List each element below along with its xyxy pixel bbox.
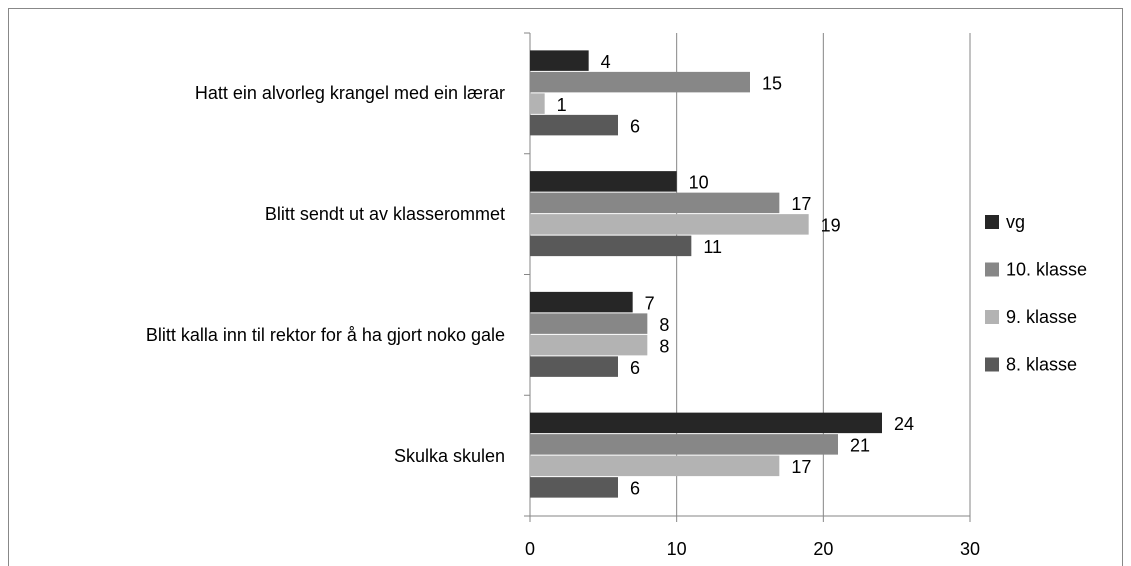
legend-swatch xyxy=(985,310,999,324)
data-label: 6 xyxy=(630,479,640,499)
bar xyxy=(530,434,838,455)
data-label: 7 xyxy=(645,293,655,313)
bar xyxy=(530,356,618,377)
data-label: 10 xyxy=(689,173,709,193)
data-label: 24 xyxy=(894,414,914,434)
category-label-box: Hatt ein alvorleg krangel med ein lærar xyxy=(5,81,505,105)
legend-label: 9. klasse xyxy=(1006,307,1077,327)
data-label: 17 xyxy=(791,194,811,214)
bar xyxy=(530,334,648,356)
legend-label: 8. klasse xyxy=(1006,354,1077,374)
data-label: 6 xyxy=(630,358,640,378)
bar xyxy=(530,412,882,434)
y-tick-label: Blitt sendt ut av klasserommet xyxy=(264,204,505,225)
data-label: 4 xyxy=(601,52,611,72)
bar xyxy=(530,93,545,114)
bar xyxy=(530,114,618,136)
bar xyxy=(530,50,589,71)
legend-swatch xyxy=(985,357,999,372)
data-label: 19 xyxy=(821,216,841,236)
x-tick-label: 20 xyxy=(813,539,833,559)
bar xyxy=(530,171,677,192)
y-tick-label: Blitt kalla inn til rektor for å ha gjor… xyxy=(145,324,505,345)
data-label: 6 xyxy=(630,116,640,136)
legend-swatch xyxy=(985,215,999,229)
data-label: 11 xyxy=(703,237,722,257)
data-label: 8 xyxy=(659,315,669,335)
bar xyxy=(530,214,809,235)
x-tick-label: 10 xyxy=(667,539,687,559)
data-label: 17 xyxy=(791,457,811,477)
y-tick-label: Hatt ein alvorleg krangel med ein lærar xyxy=(194,83,505,104)
category-label-box: Blitt kalla inn til rektor for å ha gjor… xyxy=(5,323,505,347)
bar xyxy=(530,313,648,334)
legend-label: vg xyxy=(1006,212,1025,232)
category-label-box: Blitt sendt ut av klasserommet xyxy=(5,202,505,226)
bar xyxy=(530,455,780,477)
legend-label: 10. klasse xyxy=(1006,259,1087,279)
data-label: 15 xyxy=(762,73,782,93)
bar xyxy=(530,291,633,313)
bar xyxy=(530,235,692,257)
data-label: 8 xyxy=(659,336,669,356)
category-label-box: Skulka skulen xyxy=(5,444,505,468)
chart-frame xyxy=(8,8,1123,566)
bar xyxy=(530,71,750,93)
data-label: 1 xyxy=(557,95,567,115)
x-tick-label: 30 xyxy=(960,539,980,559)
x-tick-label: 0 xyxy=(525,539,535,559)
y-tick-label: Skulka skulen xyxy=(393,445,505,466)
bar xyxy=(530,477,618,498)
legend-swatch xyxy=(985,262,999,277)
data-label: 21 xyxy=(850,436,870,456)
bar xyxy=(530,192,780,214)
